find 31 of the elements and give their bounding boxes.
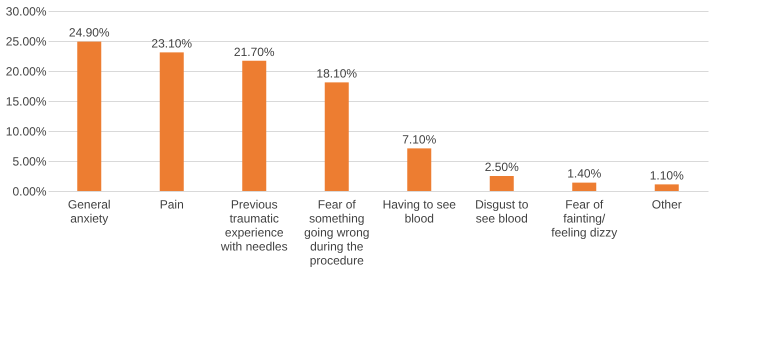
bar — [242, 60, 266, 191]
bar — [324, 82, 349, 191]
y-tick-label: 25.00% — [6, 34, 47, 48]
x-tick-label: Other — [652, 198, 682, 212]
data-label: 2.50% — [484, 160, 520, 174]
y-tick-label: 0.00% — [12, 184, 47, 198]
y-tick-label: 5.00% — [12, 154, 47, 168]
y-tick-label: 15.00% — [6, 94, 47, 108]
data-label: 21.70% — [234, 44, 275, 59]
x-tick-label: Fear of fainting/ feeling dizzy — [551, 198, 618, 240]
x-tick-label: Pain — [160, 198, 184, 212]
x-tick-label: Previous traumatic experience with needles — [220, 198, 288, 254]
bar — [490, 176, 514, 191]
data-label: 1.40% — [567, 166, 602, 181]
data-label: 7.10% — [402, 132, 437, 146]
y-tick-label: 10.00% — [6, 124, 47, 138]
y-tick-label: 30.00% — [6, 4, 47, 18]
x-tick-label: Disgust to see blood — [475, 198, 529, 226]
data-label: 1.10% — [650, 168, 684, 182]
bar — [160, 52, 184, 191]
bar — [572, 182, 596, 191]
data-label: 23.10% — [151, 36, 192, 50]
bar — [654, 184, 679, 191]
x-tick-label: Fear of something going wrong during the procedure — [304, 198, 370, 268]
bar — [407, 148, 432, 191]
x-tick-label: Having to see blood — [382, 198, 456, 226]
data-label: 24.90% — [68, 26, 110, 40]
y-tick-label: 20.00% — [6, 64, 47, 78]
data-label: 18.10% — [316, 66, 358, 80]
bar — [77, 42, 102, 191]
x-tick-label: General anxiety — [68, 198, 111, 226]
